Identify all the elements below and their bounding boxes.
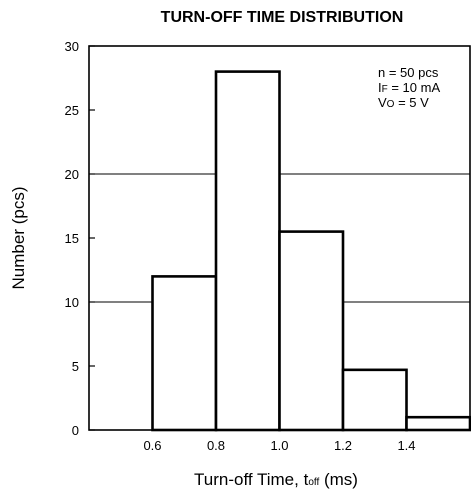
histogram-bar-5 [405,415,471,432]
annotation-line: VO = 5 V [378,95,429,110]
x-axis-label-symbol: t [304,470,309,489]
y-ticks: 0 5 10 15 20 25 30 [65,39,95,438]
x-tick-label: 1.4 [397,438,415,453]
y-tick-label: 20 [65,167,79,182]
y-tick-label: 30 [65,39,79,54]
x-axis-label-subscript: off [308,477,319,488]
x-tick-label: 1.0 [270,438,288,453]
x-axis-label: Turn-off Time, toff (ms) [194,470,358,489]
annotation-value: = 10 mA [388,80,441,95]
y-tick-label: 10 [65,295,79,310]
histogram-bar-2 [214,70,281,432]
y-tick-label: 5 [72,359,79,374]
histogram-bar-1 [151,275,218,432]
histogram-bar-3 [278,230,345,432]
x-tick-label: 0.6 [143,438,161,453]
x-tick-label: 0.8 [207,438,225,453]
bars [151,70,471,432]
x-axis-label-unit: (ms) [319,470,358,489]
x-axis-label-text: Turn-off Time, [194,470,304,489]
histogram-bar-4 [341,368,408,432]
annotation-subscript: O [387,99,395,110]
annotation-symbol: n = 50 pcs [378,65,439,80]
y-tick-label: 0 [72,423,79,438]
chart-title: TURN-OFF TIME DISTRIBUTION [161,9,404,26]
annotation-line: IF = 10 mA [378,80,440,95]
annotation-subscript: F [382,84,388,95]
x-tick-label: 1.2 [334,438,352,453]
y-tick-label: 15 [65,231,79,246]
y-axis-label: Number (pcs) [9,187,28,290]
annotation-line: n = 50 pcs [378,65,439,80]
annotation-value: = 5 V [394,95,429,110]
annotation-symbol: I [378,80,382,95]
annotation-symbol: V [378,95,387,110]
y-tick-label: 25 [65,103,79,118]
x-ticks: 0.6 0.8 1.0 1.2 1.4 [143,424,416,453]
